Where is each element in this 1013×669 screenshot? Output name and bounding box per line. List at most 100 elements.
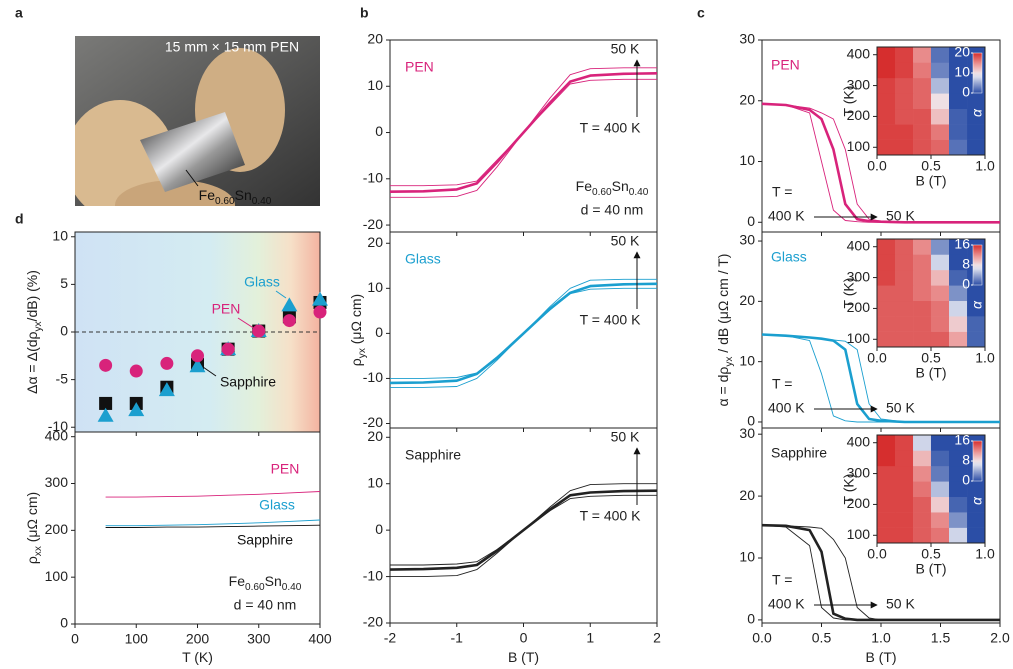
heatmap-cell [930,450,950,467]
heatmap-cell [967,108,986,125]
heatmap-cell [913,62,932,79]
heatmap-cell [949,77,968,94]
colorbar-title: α [969,108,985,117]
heatmap-cell [913,239,932,255]
heatmap-cell [895,93,914,110]
heatmap-cell [895,47,914,63]
heatmap-cell [967,527,986,544]
y-tick-label: 0 [60,323,68,339]
heatmap-cell [949,527,968,544]
x-tick-label: 300 [247,631,271,647]
y-tick-label: 0 [375,324,383,340]
x-tick-label: -2 [384,630,397,646]
heatmap-cell [895,435,914,451]
heatmap-cell [895,77,914,94]
callout-line [237,317,256,330]
series-label: PEN [212,301,241,317]
y-tick-label: 20 [367,234,383,250]
y-tick-label: 20 [367,428,383,444]
colorbar-label: 20 [954,44,970,60]
y-axis-label: Δα = Δ(dρyx/dB) (%) [24,270,44,394]
heatmap-cell [949,481,968,498]
panel-tag: Sapphire [771,445,827,461]
y-tick-label: -20 [363,614,383,630]
y-tick-label: 0 [375,123,383,139]
text-part: ρ [24,556,40,564]
y-tick-label: 0 [747,611,755,627]
heatmap-cell [913,465,932,482]
y-tick-label: 10 [739,152,755,168]
heatmap-cell [930,481,950,498]
y-tick-label: 400 [847,237,871,253]
data-line [389,489,658,571]
start-label: 400 K [768,596,805,612]
y-tick-label: 400 [847,433,871,449]
x-tick-label: 100 [125,631,149,647]
x-tick-label: -1 [451,630,464,646]
text-part: yx [33,321,44,331]
end-label: 50 K [886,208,915,224]
heatmap-cell [930,496,950,513]
text-part: Sn [265,573,282,589]
heatmap-cell [913,300,932,317]
y-tick-label: -10 [363,567,383,583]
panel-tag: Sapphire [405,447,461,463]
y-tick-label: 20 [739,487,755,503]
heatmap-cell [895,450,914,467]
text-part: 0.40 [282,582,302,593]
panel-tag: PEN [405,59,434,75]
y-axis-label: α = dρyx / dB (μΩ cm / T) [715,254,735,407]
x-tick-label: 0 [520,630,528,646]
start-label: T = 400 K [580,508,642,524]
heatmap-cell [930,300,950,317]
heatmap-cell [949,124,968,140]
colorbar-label: 8 [962,256,970,272]
colorbar-label: 16 [954,236,970,252]
y-tick-label: -20 [363,216,383,232]
y-tick-label: 0 [60,615,68,631]
text-part: ρ [348,358,364,366]
marker [158,382,175,397]
heatmap-cell [913,93,932,110]
panel-label: d [15,211,24,227]
x-tick-label: 0.0 [752,630,772,646]
thickness: d = 40 nm [234,597,297,613]
inset-xlabel: B (T) [915,173,946,189]
heatmap-cell [949,512,968,528]
text-part: Δα = Δ(dρ [24,331,40,393]
x-tick-label: 2 [653,630,661,646]
heatmap-cell [967,285,986,302]
heatmap-cell [949,139,968,156]
marker [128,402,145,417]
heatmap-cell [876,254,896,271]
heatmap-cell [949,331,968,348]
heatmap-cell [876,93,896,110]
y-tick-label: 300 [847,268,871,284]
text-part: Fe [199,187,216,203]
panel-label: a [15,5,23,21]
heatmap-cell [967,316,986,332]
callout-line [275,290,287,299]
marker [99,358,113,372]
y-tick-label: 20 [367,31,383,47]
marker [221,342,235,356]
end-label: 50 K [886,400,915,416]
y-tick-label: -20 [363,414,383,430]
x-axis-label: B (T) [508,649,539,665]
start-label: T = 400 K [580,120,642,136]
inset-xlabel: B (T) [915,365,946,381]
heatmap-cell [949,108,968,125]
end-label: 50 K [611,233,640,249]
y-tick-label: 400 [45,427,69,443]
y-tick-label: 400 [847,45,871,61]
panel-label: b [360,5,369,21]
y-tick-label: 10 [739,549,755,565]
heatmap-cell [949,435,968,451]
heatmap-cell [876,496,896,513]
marker [281,297,298,312]
heatmap-cell [913,527,932,544]
text-part: B (T) [508,649,539,665]
y-tick-label: 300 [847,76,871,92]
data-line [105,519,321,527]
series-label: Sapphire [220,374,276,390]
